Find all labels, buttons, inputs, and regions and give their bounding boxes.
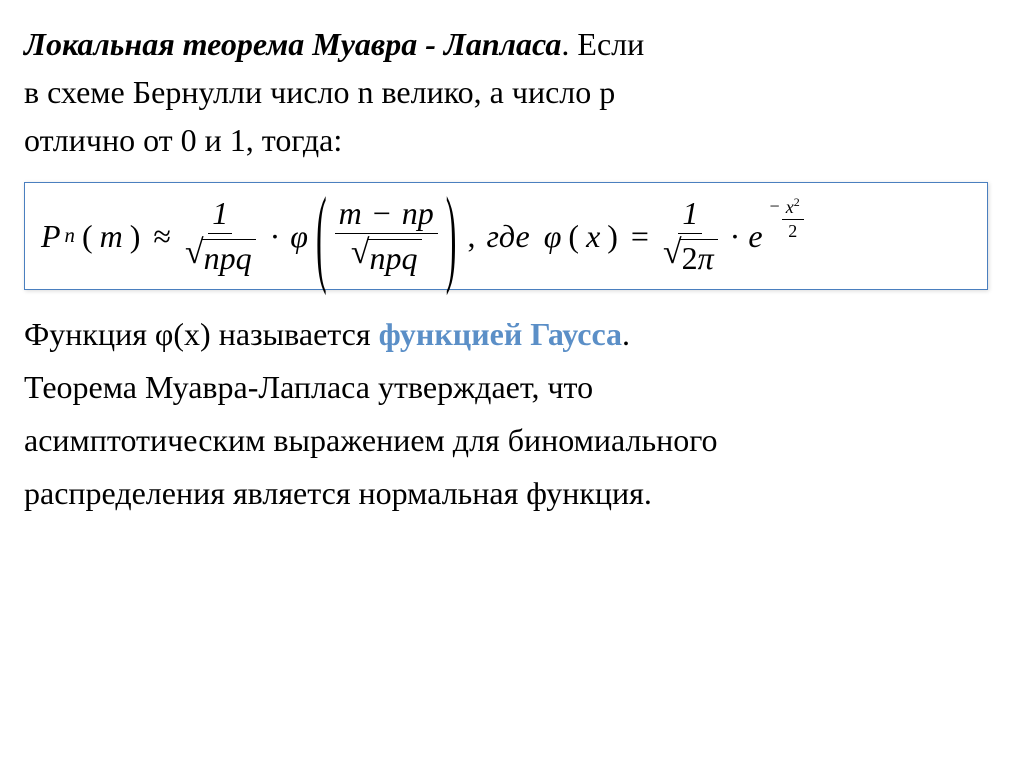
after-l1a: Функция φ(x) называется <box>24 316 379 352</box>
exp-den: 2 <box>784 220 801 241</box>
sym-m2: m <box>339 195 362 231</box>
sym-eq: = <box>625 218 655 255</box>
after-l1c: . <box>622 316 630 352</box>
formula-box: Pn (m) ≈ 1 √ npq · φ ( m − np √ <box>24 182 988 290</box>
intro-line3: отлично от 0 и 1, тогда: <box>24 122 342 158</box>
sym-comma: , <box>464 218 478 255</box>
exp-num: x2 <box>782 196 804 220</box>
intro-rest1: . Если <box>561 26 644 62</box>
frac2-den: √ 2π <box>659 234 722 276</box>
frac2-num: 1 <box>678 197 702 234</box>
big-paren-close-icon: ) <box>446 173 457 299</box>
intro-line2: в схеме Бернулли число n велико, а число… <box>24 74 615 110</box>
paren-close-2: ) <box>604 218 621 255</box>
frac-1-over-sqrt-2pi: 1 √ 2π <box>659 197 722 275</box>
big-paren-open-icon: ( <box>316 173 327 299</box>
sym-minus: − <box>370 195 394 231</box>
sym-dot-2: · <box>726 218 745 255</box>
exp-minus: − <box>767 196 782 217</box>
paren-open-2: ( <box>565 218 582 255</box>
after-l4: распределения является нормальная функци… <box>24 475 652 511</box>
sqrt-body-npq-2: npq <box>368 239 422 276</box>
inner-den: √ npq <box>347 234 426 276</box>
sym-phi-2: φ <box>538 218 562 255</box>
frac-1-over-sqrt-npq: 1 √ npq <box>181 197 260 275</box>
sym-m: m <box>100 218 123 255</box>
after-l3: асимптотическим выражением для биномиаль… <box>24 422 718 458</box>
sym-2: 2 <box>682 240 698 276</box>
theorem-title: Локальная теорема Муавра - Лапласа <box>24 26 561 62</box>
paren-open: ( <box>79 218 96 255</box>
exp-sq: 2 <box>794 195 800 209</box>
sqrt-npq-1: √ npq <box>185 236 256 276</box>
sym-P-sub: n <box>65 224 75 248</box>
gauss-function-label: функцией Гаусса <box>379 316 622 352</box>
exponent: − x2 2 <box>767 196 804 241</box>
sqrt-body-2pi: 2π <box>680 239 718 276</box>
intro-paragraph: Локальная теорема Муавра - Лапласа. Если… <box>24 20 1000 164</box>
exp-frac: x2 2 <box>782 196 804 241</box>
after-l2: Теорема Муавра-Лапласа утверждает, что <box>24 369 593 405</box>
after-paragraph: Функция φ(x) называется функцией Гаусса.… <box>24 308 1000 519</box>
sqrt-npq-2: √ npq <box>351 236 422 276</box>
sqrt-2pi: √ 2π <box>663 236 718 276</box>
sqrt-body-npq-1: npq <box>202 239 256 276</box>
text-where: где <box>482 218 533 255</box>
sym-np: np <box>402 195 434 231</box>
frac-m-minus-np: m − np √ npq <box>335 197 438 275</box>
sym-pi: π <box>698 240 714 276</box>
sym-phi-1: φ <box>290 218 308 255</box>
frac1-num: 1 <box>208 197 232 234</box>
sym-approx: ≈ <box>147 218 177 255</box>
exp-x: x <box>786 197 794 217</box>
sym-P: P <box>41 218 61 255</box>
formula: Pn (m) ≈ 1 √ npq · φ ( m − np √ <box>41 197 971 275</box>
sym-dot-1: · <box>264 218 287 255</box>
sym-x: x <box>586 218 600 255</box>
paren-close: ) <box>127 218 144 255</box>
frac1-den: √ npq <box>181 234 260 276</box>
sym-e: e <box>748 218 762 255</box>
inner-num: m − np <box>335 197 438 234</box>
